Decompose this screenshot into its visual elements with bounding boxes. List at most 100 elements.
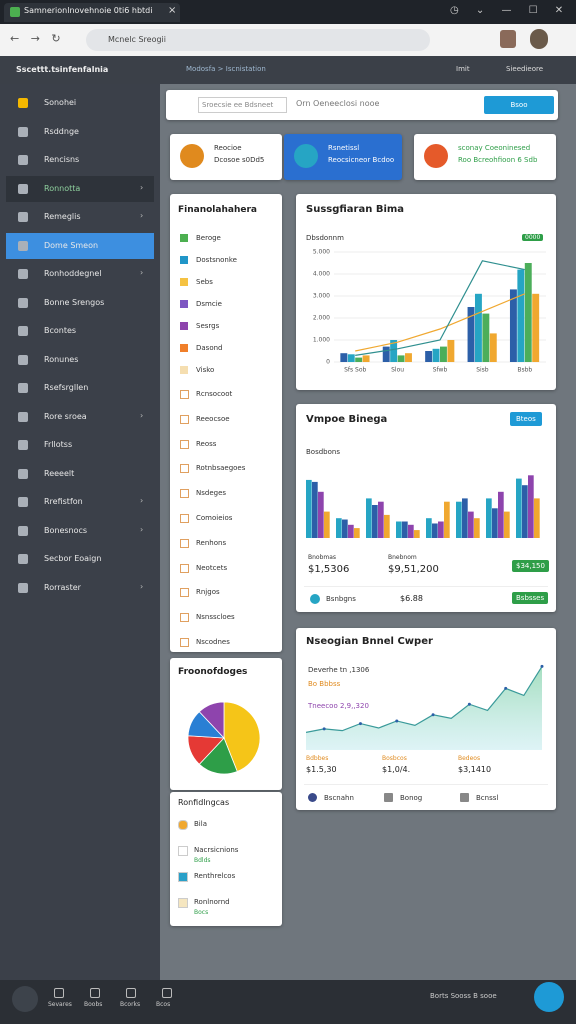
list-icon xyxy=(180,514,189,523)
point xyxy=(467,702,471,706)
tab-close[interactable]: × xyxy=(168,5,177,16)
bar xyxy=(532,293,540,362)
chevron: › xyxy=(140,496,144,505)
list-item[interactable]: Rotnbsaegoes xyxy=(196,464,246,473)
sidebar-item[interactable]: Remeglis › xyxy=(6,204,154,230)
bar xyxy=(362,355,370,362)
sidebar-label: Dome Smeon xyxy=(44,240,99,250)
list-item[interactable]: Rcnsocoot xyxy=(196,390,233,398)
bar xyxy=(534,498,540,538)
icon xyxy=(18,525,28,536)
list-item[interactable]: Nsnsscloes xyxy=(196,613,235,622)
sidebar-item[interactable]: Rsddnge xyxy=(6,119,154,145)
search-button[interactable]: Bsoo xyxy=(484,96,554,114)
bar xyxy=(528,475,534,538)
home-button[interactable] xyxy=(12,986,38,1012)
checkbox[interactable] xyxy=(180,256,188,264)
list-item[interactable]: Reeocsoe xyxy=(196,414,230,423)
checkbox[interactable] xyxy=(180,344,188,352)
sidebar-item[interactable]: Sonohei xyxy=(6,90,154,116)
list-item[interactable]: Renhons xyxy=(196,538,227,547)
list-item[interactable]: Rnjgos xyxy=(196,588,220,597)
sidebar-item[interactable]: Secbor Eoaign xyxy=(6,546,154,572)
nav-buttons[interactable]: ← → ↻ xyxy=(10,32,61,45)
checkbox[interactable] xyxy=(180,234,188,242)
sidebar-item[interactable]: Rsefsrgllen xyxy=(6,375,154,401)
search-input[interactable]: Sroecsie ee Bdsneet xyxy=(198,97,287,113)
profile[interactable] xyxy=(530,29,548,49)
icon xyxy=(18,582,28,593)
nav-label[interactable]: Boobs xyxy=(84,1001,103,1008)
breadcrumb[interactable]: Modosfa > Iscnistation xyxy=(186,65,266,73)
sidebar-item[interactable]: Ronunes xyxy=(6,347,154,373)
sidebar-item[interactable]: Ronhoddegnel › xyxy=(6,261,154,287)
bar xyxy=(372,505,378,538)
y-tick-label: 1.000 xyxy=(313,337,330,344)
list-icon xyxy=(180,588,189,598)
y-tick-label: 5.000 xyxy=(313,249,330,256)
icon xyxy=(18,354,28,365)
trend-line xyxy=(355,293,526,352)
list-item[interactable]: Nsdeges xyxy=(196,489,227,498)
bar xyxy=(426,518,432,538)
checkbox[interactable] xyxy=(180,278,188,286)
bar xyxy=(347,354,355,362)
list-icon xyxy=(180,489,189,499)
fab[interactable] xyxy=(534,982,564,1012)
footer-label[interactable]: Bscnahn xyxy=(324,794,354,802)
bar xyxy=(396,521,402,538)
checkbox[interactable] xyxy=(180,366,188,374)
sidebar-item[interactable]: Reeeelt xyxy=(6,461,154,487)
url-field[interactable]: Mcnelc Sreogii xyxy=(86,29,430,51)
sidebar-label: Rsddnge xyxy=(44,126,79,136)
list-item[interactable]: Reoss xyxy=(196,439,217,448)
nav-icon xyxy=(90,988,100,998)
account[interactable]: Sieedieore xyxy=(506,65,544,73)
button[interactable]: Bteos xyxy=(510,412,542,426)
x-tick-label: Sfwb xyxy=(433,367,448,374)
promo-card[interactable]: sconay Coeoninesed Roo Bcreohfioon 6 Sdb xyxy=(414,134,556,180)
bar xyxy=(312,481,318,538)
stat-value: $3,1410 xyxy=(458,765,492,774)
checkbox[interactable] xyxy=(180,300,188,308)
sidebar-item[interactable]: Rore sroea › xyxy=(6,404,154,430)
avatar[interactable] xyxy=(500,30,516,48)
list-icon xyxy=(180,414,189,424)
icon xyxy=(18,383,28,393)
volume-panel: Vmpoe Binega Bteos Bosdbons $34,150 Bsnb… xyxy=(296,404,556,612)
legend-swatch xyxy=(178,846,188,856)
window-controls[interactable]: ◷ ⌄ — ☐ ✕ xyxy=(450,5,564,16)
nav-label[interactable]: Sevares xyxy=(48,1001,72,1008)
sidebar-item[interactable]: Rrefistfon › xyxy=(6,489,154,515)
checkbox[interactable] xyxy=(180,322,188,330)
sidebar-item[interactable]: Frllotss xyxy=(6,432,154,458)
icon xyxy=(18,240,28,251)
sidebar-item[interactable]: Rorraster › xyxy=(6,575,154,601)
tab-bar: Samnerionlnovehnoie 0ti6 hbtdi × ◷ ⌄ — ☐… xyxy=(0,0,576,24)
sidebar-item[interactable]: Bonesnocs › xyxy=(6,518,154,544)
sidebar-item[interactable]: Dome Smeon xyxy=(6,232,154,259)
icon xyxy=(18,497,28,507)
sidebar-item[interactable]: Bonne Srengos xyxy=(6,290,154,316)
promo-card[interactable]: Rsnetissl Reocsicneor Bcdoo xyxy=(284,134,402,180)
sidebar-item[interactable]: Bcontes xyxy=(6,318,154,344)
subtitle: Bosdbons xyxy=(306,448,340,456)
list-item[interactable]: Comoieios xyxy=(196,514,233,522)
checkbox-label: Dostsnonke xyxy=(196,256,237,264)
checkbox-label: Dasond xyxy=(196,344,223,352)
footer-label[interactable]: Bonog xyxy=(400,794,423,802)
checkbox-label: Beroge xyxy=(196,234,221,242)
sidebar-item[interactable]: Ronnotta › xyxy=(6,175,154,202)
promo-card[interactable]: Reocioe Dcosoe s0Dd5 xyxy=(170,134,282,180)
list-item[interactable]: Neotcets xyxy=(196,563,228,572)
nav-label[interactable]: Bcos xyxy=(156,1001,171,1008)
bar xyxy=(408,524,414,538)
sidebar-item[interactable]: Rencisns xyxy=(6,147,154,173)
bar xyxy=(516,478,522,538)
footer-label[interactable]: Bcnssl xyxy=(476,794,499,802)
tab[interactable]: Samnerionlnovehnoie 0ti6 hbtdi × xyxy=(4,3,180,22)
icon xyxy=(18,411,28,422)
nav-label[interactable]: Bcorks xyxy=(120,1001,141,1008)
footer-icon xyxy=(384,793,393,802)
list-item[interactable]: Nscodnes xyxy=(196,638,230,646)
